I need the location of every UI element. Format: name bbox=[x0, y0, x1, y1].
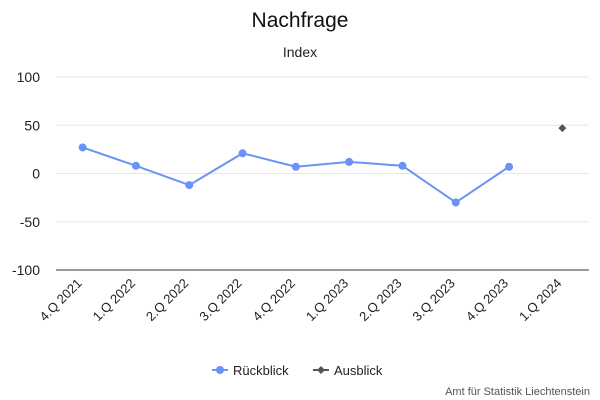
x-tick-label: 3.Q 2022 bbox=[196, 276, 244, 324]
data-point bbox=[451, 198, 460, 207]
y-tick-label: -100 bbox=[12, 262, 40, 278]
legend-marker bbox=[216, 366, 224, 374]
x-tick-label: 3.Q 2023 bbox=[409, 276, 457, 324]
data-point bbox=[291, 162, 300, 171]
x-tick-label: 4.Q 2022 bbox=[250, 276, 298, 324]
y-tick-label: 0 bbox=[32, 166, 40, 182]
x-tick-label: 2.Q 2022 bbox=[143, 276, 191, 324]
legend-label[interactable]: Rückblick bbox=[233, 363, 289, 378]
x-tick-label: 4.Q 2023 bbox=[463, 276, 511, 324]
data-point bbox=[185, 181, 194, 190]
x-axis-ticks: 4.Q 2021 1.Q 2022 2.Q 2022 3.Q 2022 4.Q 2022… bbox=[36, 276, 564, 324]
legend-marker bbox=[317, 366, 325, 374]
x-tick-label: 2.Q 2023 bbox=[356, 276, 404, 324]
data-point bbox=[345, 157, 354, 166]
series-line bbox=[82, 146, 510, 204]
credit-text: Amt für Statistik Liechtenstein bbox=[445, 386, 590, 398]
legend: Rückblick Ausblick bbox=[212, 363, 383, 378]
y-tick-label: -50 bbox=[20, 214, 40, 230]
series-layer bbox=[78, 124, 567, 207]
chart-subtitle: Index bbox=[283, 44, 317, 60]
y-tick-label: 100 bbox=[17, 69, 41, 85]
x-tick-label: 1.Q 2022 bbox=[90, 276, 138, 324]
data-point bbox=[558, 124, 567, 133]
data-point bbox=[78, 143, 87, 152]
y-axis-ticks: 100 50 0 -50 -100 bbox=[12, 69, 40, 278]
chart-title: Nachfrage bbox=[252, 9, 349, 32]
data-point bbox=[398, 161, 407, 170]
x-tick-label: 1.Q 2024 bbox=[516, 276, 564, 324]
data-point bbox=[238, 149, 247, 158]
data-point bbox=[131, 161, 140, 170]
legend-label[interactable]: Ausblick bbox=[334, 363, 383, 378]
data-point bbox=[505, 162, 514, 171]
x-tick-label: 1.Q 2023 bbox=[303, 276, 351, 324]
y-tick-label: 50 bbox=[24, 117, 40, 133]
x-tick-label: 4.Q 2021 bbox=[36, 276, 84, 324]
gridlines bbox=[56, 76, 589, 271]
